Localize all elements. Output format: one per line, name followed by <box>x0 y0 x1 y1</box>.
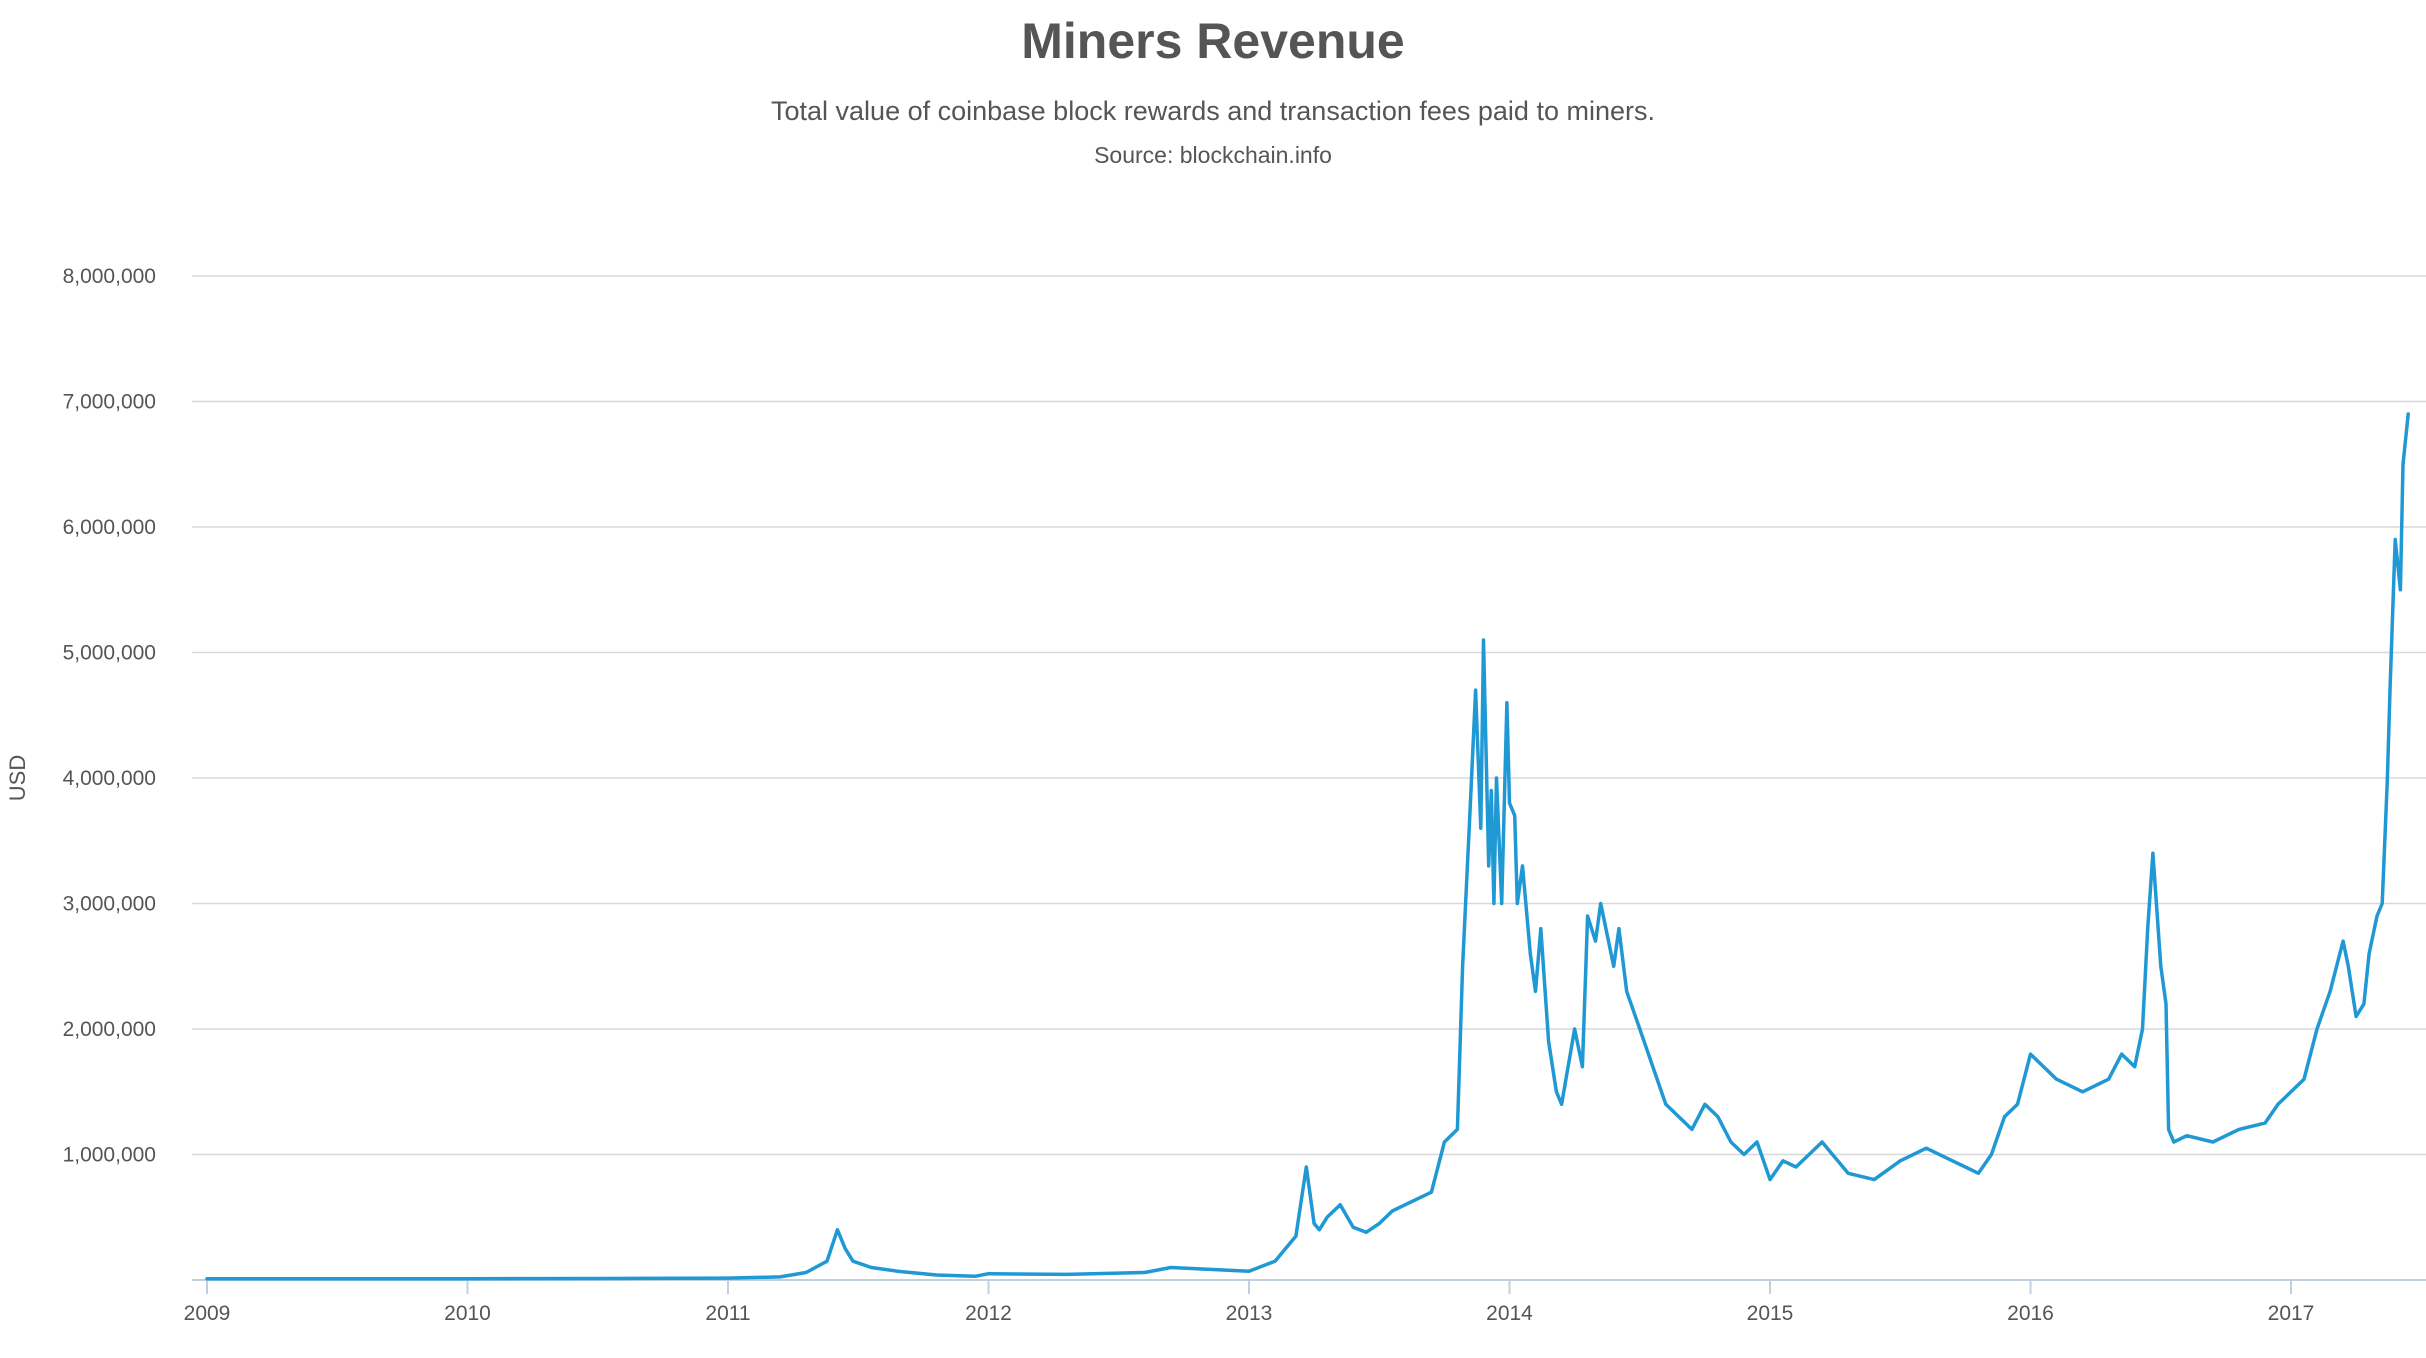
x-tick-label: 2010 <box>444 1302 491 1325</box>
x-tick-label: 2016 <box>2007 1302 2054 1325</box>
y-tick-label: 2,000,000 <box>63 1018 156 1041</box>
x-tick-label: 2013 <box>1226 1302 1273 1325</box>
y-axis-tick-labels: 1,000,000 2,000,000 3,000,000 4,000,000 5,00… <box>63 265 156 1167</box>
series-line <box>205 412 2410 1281</box>
y-tick-label: 4,000,000 <box>63 767 156 790</box>
x-axis-tick-labels: 2009 2010 2011 2012 2013 2014 2015 2016 2017 <box>184 1302 2315 1325</box>
y-axis-title: USD <box>5 755 30 801</box>
x-tick-label: 2011 <box>705 1302 750 1325</box>
series-layer <box>205 412 2410 1281</box>
x-tick-label: 2017 <box>2268 1302 2315 1325</box>
x-tick-label: 2012 <box>965 1302 1012 1325</box>
y-tick-label: 8,000,000 <box>63 265 156 288</box>
y-tick-label: 5,000,000 <box>63 642 156 665</box>
x-tick-label: 2015 <box>1747 1302 1794 1325</box>
y-tick-label: 1,000,000 <box>63 1144 156 1167</box>
x-axis <box>192 1279 2426 1294</box>
y-tick-label: 3,000,000 <box>63 893 156 916</box>
chart-title: Miners Revenue <box>1021 13 1405 69</box>
chart-subtitle: Total value of coinbase block rewards an… <box>771 96 1655 126</box>
grid-lines <box>192 275 2426 1156</box>
x-tick-label: 2014 <box>1486 1302 1533 1325</box>
chart-source: Source: blockchain.info <box>1094 142 1332 168</box>
y-tick-label: 6,000,000 <box>63 516 156 539</box>
y-tick-label: 7,000,000 <box>63 391 156 414</box>
x-tick-label: 2009 <box>184 1302 231 1325</box>
